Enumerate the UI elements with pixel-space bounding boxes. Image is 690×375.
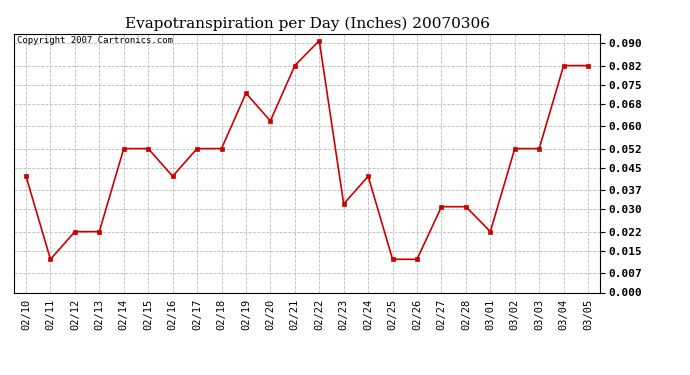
Text: Copyright 2007 Cartronics.com: Copyright 2007 Cartronics.com: [17, 36, 172, 45]
Title: Evapotranspiration per Day (Inches) 20070306: Evapotranspiration per Day (Inches) 2007…: [125, 17, 489, 31]
